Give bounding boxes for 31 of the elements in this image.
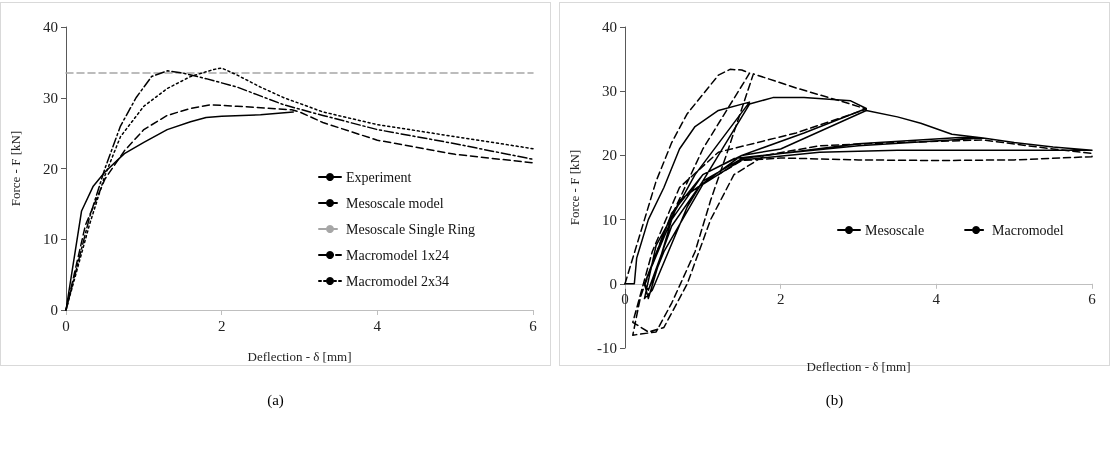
y-axis-title: Force - F [kN]	[8, 130, 23, 207]
y-tick-label: 20	[602, 147, 617, 164]
x-tick-label: 6	[529, 317, 538, 334]
x-axis-title: Deflection - δ [mm]	[247, 349, 352, 364]
x-tick-label: 4	[373, 317, 382, 334]
y-tick-label: 40	[43, 19, 58, 35]
y-tick-label: 30	[43, 89, 58, 106]
x-tick-label: 6	[1088, 291, 1097, 308]
y-tick-label: -10	[597, 340, 617, 356]
x-tick-label: 0	[62, 317, 70, 334]
text: (a)	[267, 391, 284, 409]
y-tick-label: 10	[602, 211, 617, 228]
text: (b)	[825, 391, 844, 409]
y-tick-label: 40	[602, 19, 617, 35]
legend-label: Macromodel 2x34	[346, 273, 450, 289]
y-tick-label: 20	[43, 160, 58, 177]
x-tick-label: 2	[776, 291, 785, 308]
legend-label: Mesoscale model	[346, 195, 444, 211]
x-axis-title: Deflection - δ [mm]	[806, 359, 911, 374]
y-tick-label: 10	[43, 231, 58, 248]
legend-label: Mesoscale	[865, 222, 925, 238]
x-tick-label: 2	[217, 317, 226, 334]
x-tick-label: 4	[932, 291, 941, 308]
legend-label: Mesoscale Single Ring	[346, 221, 476, 237]
legend-label: Macromodel 1x24	[346, 247, 450, 263]
y-tick-label: 30	[602, 83, 617, 100]
legend-label: Experiment	[346, 169, 412, 185]
legend-label: Macromodel	[992, 222, 1064, 238]
y-axis-title: Force - F [kN]	[567, 149, 582, 226]
y-tick-label: 0	[609, 275, 617, 292]
y-tick-label: 0	[50, 302, 58, 318]
